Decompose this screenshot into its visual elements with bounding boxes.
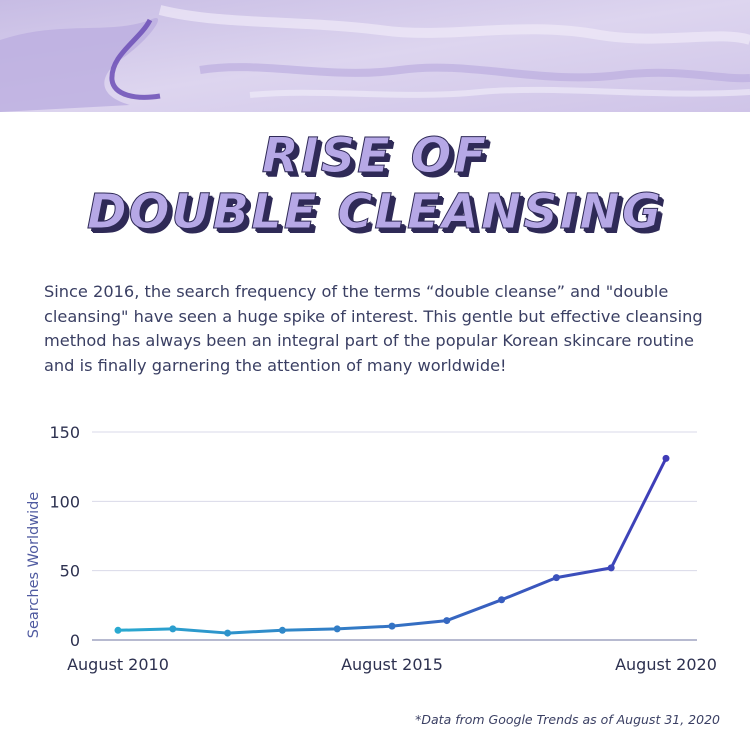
data-point xyxy=(443,617,451,625)
data-point xyxy=(333,625,341,633)
data-point xyxy=(552,574,560,582)
footnote: *Data from Google Trends as of August 31… xyxy=(415,712,720,727)
y-tick-label: 0 xyxy=(70,631,80,650)
data-point xyxy=(224,629,232,637)
y-axis-title: Searches Worldwide xyxy=(26,492,42,639)
x-tick-label: August 2015 xyxy=(341,655,443,674)
data-points xyxy=(114,454,670,637)
description-text: Since 2016, the search frequency of the … xyxy=(44,282,703,375)
title-line-1: RISE OF xyxy=(261,128,489,185)
data-point xyxy=(114,626,122,634)
y-tick-label: 50 xyxy=(60,562,80,581)
y-tick-labels: 0 50 100 150 xyxy=(49,423,80,650)
data-point xyxy=(607,564,615,572)
banner-image xyxy=(0,0,750,112)
page-title: RISE OF DOUBLE CLEANSING xyxy=(0,128,750,241)
data-point xyxy=(169,625,177,633)
y-tick-label: 100 xyxy=(49,492,80,511)
data-point xyxy=(278,626,286,634)
data-point xyxy=(388,622,396,630)
x-tick-label: August 2020 xyxy=(615,655,717,674)
x-tick-labels: August 2010 August 2015 August 2020 xyxy=(67,655,717,674)
gridlines xyxy=(92,431,697,641)
data-point xyxy=(498,596,506,604)
title-line-2: DOUBLE CLEANSING xyxy=(86,184,664,241)
y-tick-label: 150 xyxy=(49,423,80,442)
data-point xyxy=(662,454,670,462)
series-line xyxy=(117,457,668,635)
x-tick-label: August 2010 xyxy=(67,655,169,674)
line-chart: 0 50 100 150 Searches Worldwide August 2010… xyxy=(26,423,717,674)
banner-texture xyxy=(0,0,750,112)
